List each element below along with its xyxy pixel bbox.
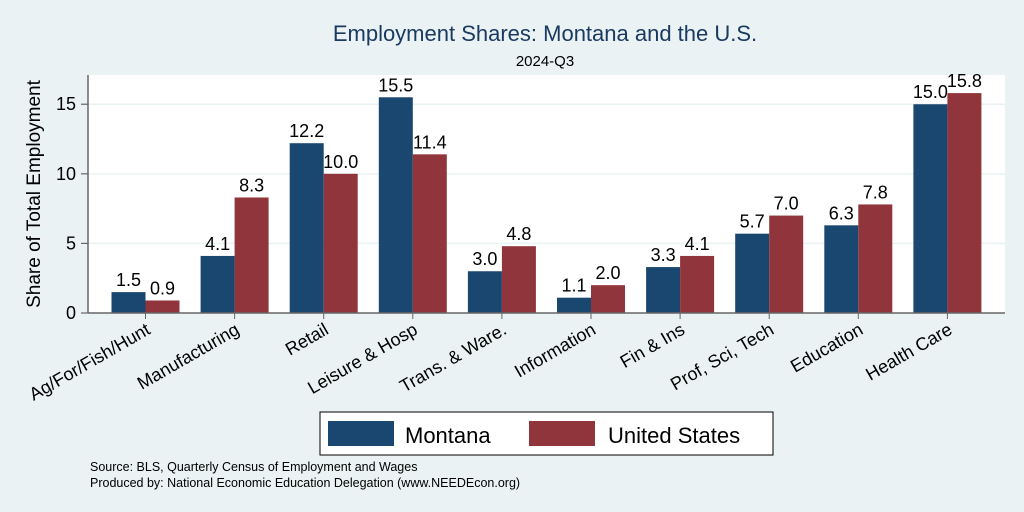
legend-swatch-united-states bbox=[529, 421, 595, 446]
data-label: 1.1 bbox=[561, 276, 586, 296]
data-label: 10.0 bbox=[323, 152, 358, 172]
data-label: 12.2 bbox=[289, 121, 324, 141]
bar-united-states bbox=[858, 204, 893, 313]
bar-united-states bbox=[769, 215, 804, 313]
data-label: 4.1 bbox=[205, 234, 230, 254]
chart-title: Employment Shares: Montana and the U.S. bbox=[333, 21, 757, 46]
data-label: 4.8 bbox=[506, 224, 531, 244]
bar-montana bbox=[824, 225, 859, 313]
source-note: Source: BLS, Quarterly Census of Employm… bbox=[90, 460, 417, 474]
x-tick-label: Fin & Ins bbox=[617, 319, 689, 372]
bar-montana bbox=[913, 104, 948, 313]
data-label: 15.8 bbox=[947, 71, 982, 91]
data-label: 2.0 bbox=[595, 263, 620, 283]
produced-by-note: Produced by: National Economic Education… bbox=[90, 476, 520, 490]
bar-montana bbox=[378, 97, 413, 313]
bar-montana bbox=[467, 271, 502, 313]
y-tick-label: 10 bbox=[56, 164, 76, 184]
bar-montana bbox=[646, 267, 681, 313]
x-tick-label: Ag/For/Fish/Hunt bbox=[26, 319, 154, 404]
data-label: 4.1 bbox=[685, 234, 710, 254]
legend-swatch-montana bbox=[328, 421, 394, 446]
x-tick-label: Information bbox=[511, 319, 599, 381]
data-label: 1.5 bbox=[116, 270, 141, 290]
x-tick-label: Retail bbox=[282, 319, 332, 359]
bar-united-states bbox=[234, 197, 269, 313]
chart-subtitle: 2024-Q3 bbox=[516, 53, 574, 70]
data-label: 3.3 bbox=[651, 245, 676, 265]
bar-united-states bbox=[680, 255, 715, 313]
data-label: 5.7 bbox=[740, 212, 765, 232]
data-label: 0.9 bbox=[150, 278, 175, 298]
data-label: 7.8 bbox=[863, 182, 888, 202]
y-tick-label: 0 bbox=[66, 303, 76, 323]
bar-united-states bbox=[501, 246, 536, 313]
bar-montana bbox=[200, 255, 235, 313]
x-tick-label: Manufacturing bbox=[134, 319, 243, 393]
bar-united-states bbox=[591, 285, 625, 313]
bar-united-states bbox=[947, 93, 982, 313]
data-label: 7.0 bbox=[774, 194, 799, 214]
data-label: 8.3 bbox=[239, 175, 264, 195]
data-label: 6.3 bbox=[829, 203, 854, 223]
data-label: 15.5 bbox=[378, 75, 413, 95]
y-tick-label: 15 bbox=[56, 94, 76, 114]
y-axis-label: Share of Total Employment bbox=[24, 79, 45, 307]
bar-united-states bbox=[323, 173, 358, 313]
data-label: 15.0 bbox=[913, 82, 948, 102]
y-tick-label: 5 bbox=[66, 233, 76, 253]
bar-montana bbox=[557, 297, 591, 313]
bar-united-states bbox=[145, 300, 180, 313]
legend-label-united-states: United States bbox=[608, 423, 740, 448]
bar-united-states bbox=[412, 154, 447, 313]
bar-montana bbox=[735, 233, 770, 313]
data-label: 3.0 bbox=[472, 249, 497, 269]
legend-label-montana: Montana bbox=[405, 423, 491, 448]
bar-montana bbox=[111, 292, 146, 313]
data-label: 11.4 bbox=[413, 132, 447, 152]
x-tick-label: Education bbox=[787, 319, 866, 376]
x-tick-label: Health Care bbox=[862, 319, 955, 384]
bar-montana bbox=[289, 143, 324, 313]
legend: Montana United States bbox=[319, 411, 774, 456]
